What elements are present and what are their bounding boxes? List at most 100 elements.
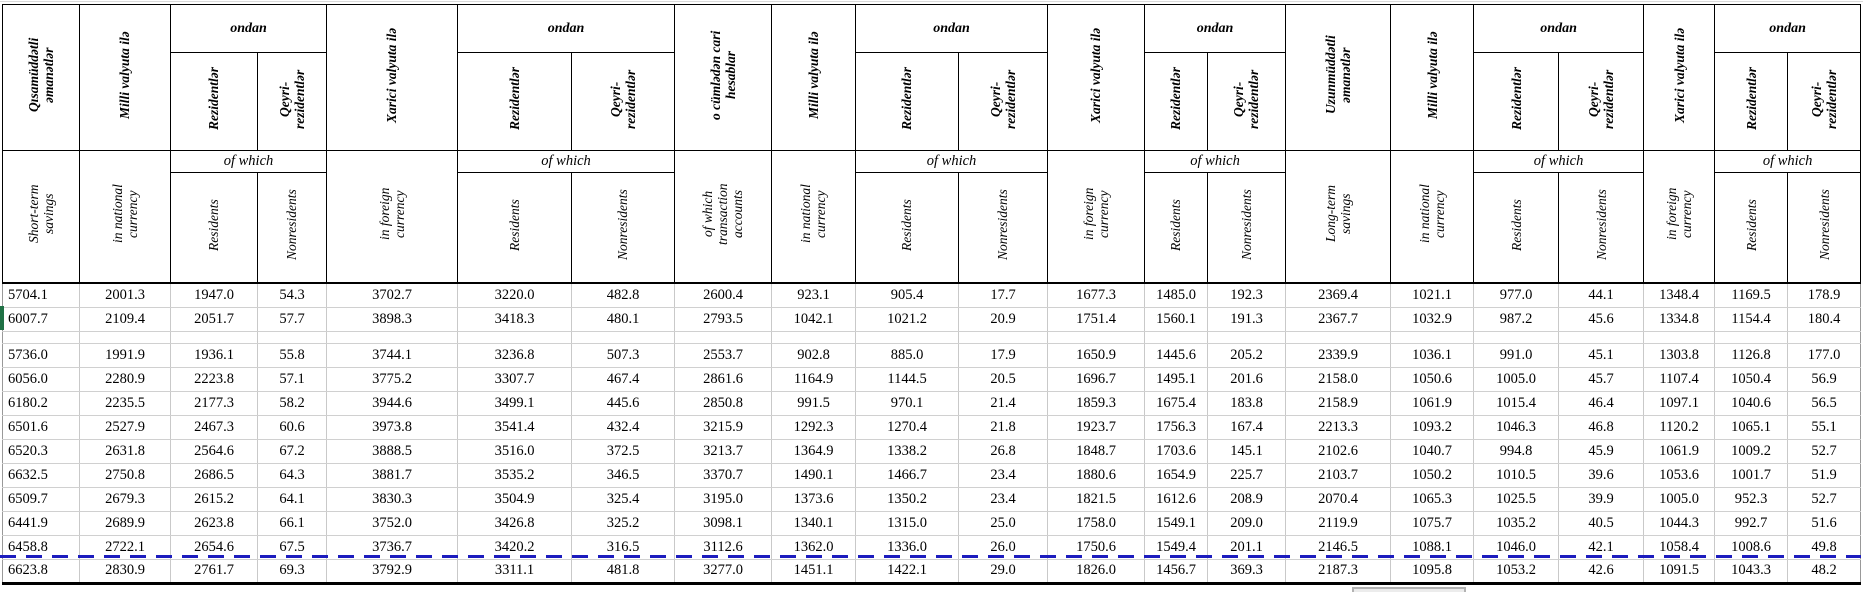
table-cell: 66.1 [257, 511, 328, 536]
horizontal-scrollbar-thumb[interactable] [1352, 587, 1466, 592]
table-cell: 3535.2 [457, 463, 573, 488]
column-header-az: Milli valyuta ilə [79, 4, 171, 151]
table-row: 5704.1 2001.3 1947.0 54.3 3702.7 3220.0 482.8 2… [2, 283, 1862, 308]
column-header-az-label: Xarici valyuta ilə [1671, 27, 1687, 123]
table-cell: 952.3 [1714, 487, 1789, 512]
table-cell: 6056.0 [2, 367, 80, 392]
column-header-en: Long-term savings [1285, 150, 1392, 284]
blank-cell [326, 331, 459, 344]
table-cell: 2187.3 [1285, 559, 1392, 585]
column-header-az-label: Qeyri-rezidentlər [276, 69, 307, 129]
table-cell: 6501.6 [2, 415, 80, 440]
table-cell: 1126.8 [1714, 343, 1789, 368]
table-cell: 17.7 [958, 283, 1049, 308]
column-header-en-label: Residents [1508, 199, 1524, 251]
table-cell: 445.6 [571, 391, 676, 416]
table-cell: 1848.7 [1047, 439, 1146, 464]
column-header-en: Short-term savings [2, 150, 80, 284]
table-cell: 1091.5 [1643, 559, 1716, 585]
table-cell: 970.1 [855, 391, 960, 416]
column-header-az: Rezidentlər [170, 52, 258, 151]
table-cell: 1065.3 [1390, 487, 1475, 512]
table-cell: 1021.2 [855, 307, 960, 332]
table-cell: 1050.6 [1390, 367, 1475, 392]
table-cell: 977.0 [1473, 283, 1560, 308]
table-cell: 25.0 [958, 511, 1049, 536]
table-cell: 1751.4 [1047, 307, 1146, 332]
column-header-en-label: in foreign currency [1080, 187, 1112, 241]
table-cell: 991.0 [1473, 343, 1560, 368]
table-cell: 3752.0 [326, 511, 459, 536]
table-cell: 3307.7 [457, 367, 573, 392]
table-cell: 1991.9 [79, 343, 171, 368]
column-header-az-label: Qeyri-rezidentlər [1231, 69, 1262, 129]
table-row: 6623.8 2830.9 2761.7 69.3 3792.9 3311.1 481.8 3… [2, 559, 1862, 585]
table-row: 6509.7 2679.3 2615.2 64.1 3830.3 3504.9 325.4 3… [2, 487, 1862, 512]
table-cell: 369.3 [1207, 559, 1287, 585]
table-cell: 1696.7 [1047, 367, 1146, 392]
table-cell: 51.6 [1787, 511, 1862, 536]
table-cell: 1373.6 [771, 487, 857, 512]
table-cell: 1040.6 [1714, 391, 1789, 416]
table-cell: 55.1 [1787, 415, 1862, 440]
column-header-en-label: Nonresidents [995, 189, 1011, 261]
table-cell: 1044.3 [1643, 511, 1716, 536]
table-body: 5704.1 2001.3 1947.0 54.3 3702.7 3220.0 482.8 2… [2, 283, 1862, 585]
blank-cell [1643, 331, 1716, 344]
table-cell: 372.5 [571, 439, 676, 464]
table-cell: 48.2 [1787, 559, 1862, 585]
table-cell: 467.4 [571, 367, 676, 392]
table-cell: 56.9 [1787, 367, 1862, 392]
table-cell: 1675.4 [1144, 391, 1209, 416]
table-cell: 1859.3 [1047, 391, 1146, 416]
column-header-en-label: in foreign currency [376, 187, 408, 241]
deposits-statistics-table: Qısamüddətli əmanətlər Milli valyuta ilə o… [2, 4, 1862, 585]
group-header-ondan: ondan [169, 4, 328, 53]
group-header-ondan: ondan [855, 4, 1049, 53]
table-cell: 1005.0 [1643, 487, 1716, 512]
blank-cell [1558, 331, 1645, 344]
table-cell: 3499.1 [457, 391, 573, 416]
group-header-ondan: ondan [1144, 4, 1287, 53]
table-cell: 2689.9 [79, 511, 171, 536]
table-cell: 1923.7 [1047, 415, 1146, 440]
column-header-en: in national currency [1390, 150, 1475, 284]
table-cell: 1826.0 [1047, 559, 1146, 585]
table-row: 6501.6 2527.9 2467.3 60.6 3973.8 3541.4 432.4 3… [2, 415, 1862, 440]
blank-cell [1285, 331, 1392, 344]
table-cell: 2109.4 [79, 307, 171, 332]
table-cell: 1107.4 [1643, 367, 1716, 392]
table-cell: 2367.7 [1285, 307, 1392, 332]
table-cell: 69.3 [257, 559, 328, 585]
column-header-en-label: in national currency [1416, 184, 1448, 244]
table-cell: 1050.4 [1714, 367, 1789, 392]
table-cell: 145.1 [1207, 439, 1287, 464]
column-header-en: Nonresidents [1207, 172, 1287, 284]
group-header-ondan: ondan [457, 4, 676, 53]
column-header-en-label: Nonresidents [284, 189, 300, 261]
table-cell: 1947.0 [170, 283, 258, 308]
table-cell: 1350.2 [855, 487, 960, 512]
column-header-en-label: Nonresidents [1239, 189, 1254, 261]
table-cell: 1466.7 [855, 463, 960, 488]
table-cell: 17.9 [958, 343, 1049, 368]
column-header-az-label: Xarici valyuta ilə [1088, 27, 1104, 123]
table-cell: 64.1 [257, 487, 328, 512]
blank-cell [170, 331, 258, 344]
table-cell: 6007.7 [2, 307, 80, 332]
table-cell: 39.9 [1558, 487, 1645, 512]
table-cell: 2679.3 [79, 487, 171, 512]
table-cell: 54.3 [257, 283, 328, 308]
table-cell: 1065.1 [1714, 415, 1789, 440]
table-cell: 1042.1 [771, 307, 857, 332]
column-header-az: Milli valyuta ilə [1390, 4, 1475, 151]
column-header-az: o cümlədən cari hesablar [674, 4, 773, 151]
column-header-az-label: Rezidentlər [1168, 67, 1184, 131]
column-header-en: in foreign currency [326, 150, 459, 284]
table-cell: 1650.9 [1047, 343, 1146, 368]
table-cell: 1061.9 [1643, 439, 1716, 464]
table-cell: 1095.8 [1390, 559, 1475, 585]
table-cell: 40.5 [1558, 511, 1645, 536]
column-header-az: Rezidentlər [855, 52, 960, 151]
column-header-az: Qısamüddətli əmanətlər [2, 4, 80, 151]
